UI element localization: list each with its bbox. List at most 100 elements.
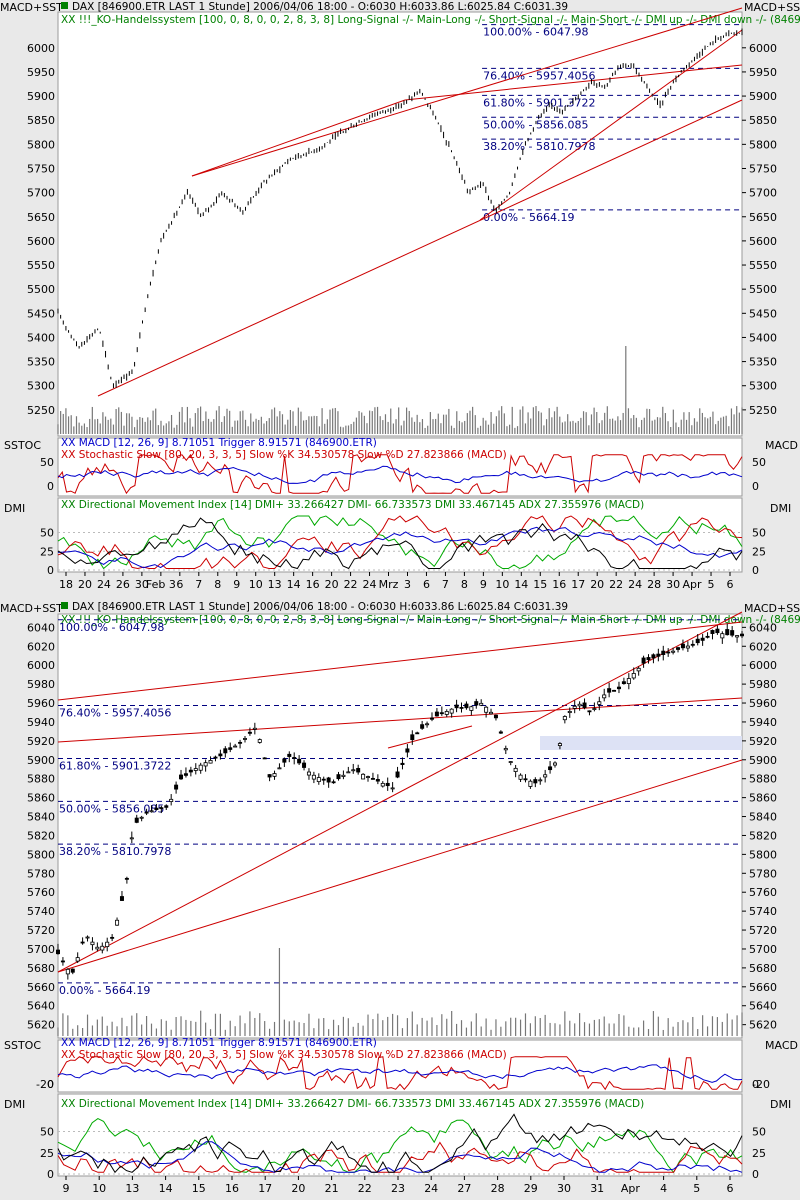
candle-body: [238, 741, 243, 744]
dmi-tick-label: 50: [40, 527, 54, 540]
bottom-trend-steep: [57, 611, 743, 973]
x-tick-label: 20: [291, 1182, 305, 1195]
x-tick-label: 9: [480, 578, 487, 591]
candle-body: [567, 710, 572, 713]
y-tick-label-right: 6020: [749, 640, 777, 653]
x-tick-label: 30: [666, 578, 680, 591]
x-tick-label: 24: [424, 1182, 438, 1195]
y-tick-label: 5950: [27, 66, 55, 79]
x-tick-label: 30: [557, 1182, 571, 1195]
fib-level-label: 76.40% - 5957.4056: [59, 706, 171, 719]
x-tick-label: 22: [344, 578, 358, 591]
bottom-trend-lower: [57, 759, 743, 973]
dmi-tick-label-right: 0: [752, 564, 759, 577]
candle-body: [311, 774, 316, 780]
dmi-tick-label-right: 50: [752, 1126, 766, 1139]
top-adx-line: [57, 526, 743, 569]
candle-body: [636, 667, 641, 672]
bottom-x-axis: 9 10 13 14 15 16 17 20 21 22 23 24 27 28 29 30 31 Apr 4 5 6: [63, 1176, 734, 1195]
candle-body: [725, 629, 730, 636]
y-tick-label-right: 5250: [749, 404, 777, 417]
candle-body: [385, 782, 390, 787]
fib-level-label: 38.20% - 5810.7978: [59, 845, 171, 858]
candle-body: [474, 701, 479, 706]
y-tick-label: 5860: [27, 792, 55, 805]
y-tick-label: 5620: [27, 1019, 55, 1032]
bottom-right-axis-title: MACD+SST: [744, 602, 800, 615]
x-tick-label: 10: [249, 578, 263, 591]
y-tick-label: 5700: [27, 943, 55, 956]
top-dmi-plus-line: [57, 515, 743, 570]
candle-body: [218, 753, 223, 757]
candle-body: [454, 704, 459, 709]
bottom-left-axis-title: MACD+SST: [0, 602, 63, 615]
candle-body: [740, 633, 745, 637]
dmi-tick-label: 0: [47, 1168, 54, 1181]
x-tick-label: 6: [727, 1182, 734, 1195]
x-tick-label: Feb 3: [146, 578, 176, 591]
candle-body: [119, 896, 124, 901]
candle-body: [95, 946, 100, 950]
candle-body: [425, 723, 430, 726]
y-tick-label-right: 5800: [749, 848, 777, 861]
top-trend-steep: [479, 29, 743, 221]
y-tick-label: 6040: [27, 621, 55, 634]
bottom-y-axis-right: 6040 6020 6000 5980 5960 5940 5920 5900 5880 5860…: [742, 621, 777, 1032]
candle-body: [405, 748, 410, 753]
candle-body: [493, 714, 498, 719]
x-tick-label: 28: [647, 578, 661, 591]
candle-body: [661, 650, 666, 655]
bottom-trend-mid: [57, 697, 743, 743]
top-y-axis-right: 6000 5950 5900 5850 5800 5750 5700 5650 5600 5550…: [742, 42, 777, 417]
y-tick-label-right: 5350: [749, 356, 777, 369]
bottom-dmi-line: [57, 1113, 743, 1174]
candle-body: [715, 628, 720, 634]
bottom-macd-line: [57, 1064, 743, 1083]
candle-body: [302, 762, 307, 768]
y-tick-label: 5650: [27, 211, 55, 224]
dmi-tick-label-right: 25: [752, 1147, 766, 1160]
candle-body: [415, 732, 420, 735]
dmi-tick-label: 25: [40, 1147, 54, 1160]
candle-body: [144, 811, 149, 814]
candle-body: [139, 816, 144, 819]
candle-body: [503, 748, 508, 751]
candle-body: [646, 657, 651, 661]
candle-body: [410, 734, 415, 741]
candle-body: [80, 941, 85, 944]
candle-body: [671, 650, 676, 653]
bottom-stoch-label: XX Stochastic Slow [80, 20, 3, 3, 5] Slo…: [61, 1049, 507, 1061]
candle-body: [267, 774, 272, 778]
y-tick-label: 6020: [27, 640, 55, 653]
candle-body: [233, 745, 238, 748]
candle-body: [366, 776, 371, 778]
y-tick-label: 5800: [27, 138, 55, 151]
candle-body: [621, 681, 626, 685]
candle-body: [518, 774, 523, 780]
x-tick-label: 24: [97, 578, 111, 591]
candle-body: [223, 748, 228, 754]
y-tick-label: 5840: [27, 811, 55, 824]
y-tick-label-right: 5840: [749, 811, 777, 824]
y-tick-label: 5660: [27, 981, 55, 994]
bottom-candles: [56, 623, 745, 980]
y-tick-label-right: 5820: [749, 829, 777, 842]
candle-body: [587, 710, 592, 713]
candle-body: [60, 960, 65, 963]
candle-body: [612, 689, 617, 692]
candle-body: [356, 767, 361, 773]
candle-body: [188, 769, 193, 773]
candle-body: [390, 787, 395, 790]
x-tick-label: 14: [514, 578, 528, 591]
candle-body: [720, 633, 725, 639]
candle-body: [641, 657, 646, 664]
x-tick-label: 9: [63, 1182, 70, 1195]
x-tick-label: 17: [258, 1182, 272, 1195]
x-tick-label: 24: [363, 578, 377, 591]
candle-body: [439, 712, 444, 715]
fib-level-label: 0.00% - 5664.19: [483, 211, 574, 224]
candle-body: [203, 762, 208, 767]
bottom-dmi-pane: [57, 1093, 743, 1177]
candle-body: [306, 771, 311, 776]
x-tick-label: 9: [233, 578, 240, 591]
